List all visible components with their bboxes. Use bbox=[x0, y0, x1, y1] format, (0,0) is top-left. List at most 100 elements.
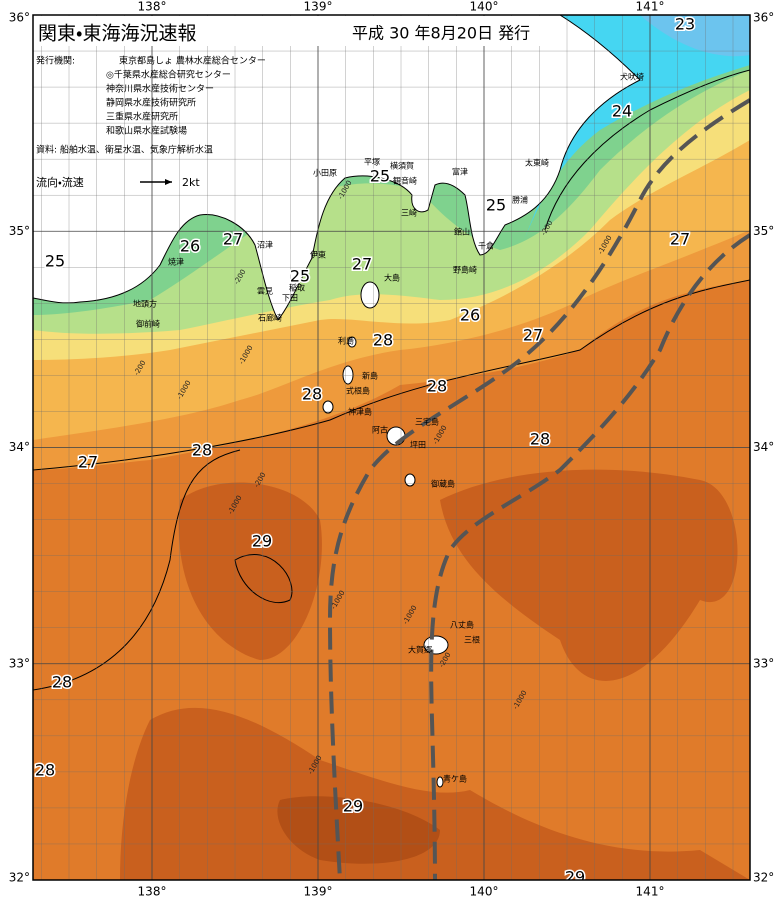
lon-tick-label: 138° bbox=[138, 0, 167, 14]
publisher: 東京都島しょ 農林水産総合センター bbox=[119, 55, 266, 67]
publisher: ◎千葉県水産総合研究センター bbox=[106, 69, 231, 81]
place-name: 御前崎 bbox=[136, 319, 160, 329]
sea-29 bbox=[440, 469, 738, 681]
current-legend-label: 流向・流速 bbox=[36, 175, 84, 189]
place-name: 三崎 bbox=[401, 208, 417, 218]
temperature-label: 28 bbox=[35, 761, 55, 780]
current-speed: 2kt bbox=[182, 176, 200, 189]
lat-tick-label: 36° bbox=[9, 11, 30, 25]
island bbox=[404, 473, 416, 487]
place-name: 地頭方 bbox=[133, 299, 157, 309]
temperature-label: 27 bbox=[523, 326, 543, 345]
place-name: 伊東 bbox=[310, 250, 326, 260]
current-arrowhead bbox=[165, 179, 172, 185]
map-labels: 23 24 25 25 25 26 27 27 25 27 26 27 28 28 28 28 28 27 29 28… bbox=[33, 15, 696, 887]
place-name: 神津島 bbox=[348, 407, 372, 417]
temperature-label: 29 bbox=[565, 868, 585, 887]
temperature-label: 25 bbox=[486, 196, 506, 215]
place-name: 平塚 bbox=[364, 158, 380, 167]
map-frame bbox=[32, 14, 751, 881]
kuroshio-line bbox=[327, 98, 750, 880]
temperature-label: 27 bbox=[670, 230, 690, 249]
island bbox=[436, 776, 444, 788]
land bbox=[33, 15, 641, 321]
header: 関東・東海海況速報 平成 30 年8月20日 発行 発行機関: 資料: 船舶水温… bbox=[34, 16, 554, 189]
place-name: 犬吠埼 bbox=[620, 72, 644, 82]
sea-23 bbox=[640, 15, 750, 57]
place-name: 雲見 bbox=[257, 287, 273, 296]
lon-tick-label: 138° bbox=[138, 885, 167, 899]
temperature-label: 27 bbox=[352, 255, 372, 274]
lon-tick-label: 141° bbox=[636, 885, 665, 899]
lat-tick-label: 34° bbox=[9, 440, 30, 454]
temperature-label: 26 bbox=[460, 306, 480, 325]
temperature-label: 28 bbox=[302, 385, 322, 404]
place-name: 御蔵島 bbox=[431, 479, 455, 489]
isotherm bbox=[33, 449, 241, 691]
temperature-label: 26 bbox=[180, 237, 200, 256]
temperature-label: 28 bbox=[373, 331, 393, 350]
publisher: 和歌山県水産試験場 bbox=[106, 125, 187, 137]
temperature-label: 24 bbox=[612, 102, 632, 121]
lat-tick-label: 33° bbox=[9, 656, 30, 670]
place-name: 三根 bbox=[464, 635, 480, 645]
place-name: 千倉 bbox=[478, 241, 494, 251]
temperature-label: 27 bbox=[223, 230, 243, 249]
publisher: 静岡県水産技術研究所 bbox=[106, 97, 196, 109]
axes: 138° 138° 139° 139° 140° 140° 141° 141° 36° 36° 35… bbox=[9, 0, 775, 899]
temperature-label: 29 bbox=[252, 532, 272, 551]
sources: 資料: 船舶水温、衛星水温、気象庁解析水温 bbox=[36, 144, 213, 156]
issue-date: 平成 30 年8月20日 発行 bbox=[352, 24, 530, 43]
place-name: 小田原 bbox=[313, 169, 337, 178]
lat-tick-label: 33° bbox=[753, 656, 774, 670]
lat-tick-label: 35° bbox=[753, 224, 774, 238]
island bbox=[360, 281, 380, 309]
grid bbox=[33, 15, 750, 880]
title: 関東・東海海況速報 bbox=[38, 23, 196, 45]
temperature-label: 25 bbox=[290, 267, 310, 286]
place-name: 大島 bbox=[384, 273, 400, 283]
place-name: 新島 bbox=[362, 371, 378, 381]
place-name: 観音崎 bbox=[393, 176, 417, 186]
temperature-label: 25 bbox=[370, 167, 390, 186]
temperature-label: 23 bbox=[675, 15, 695, 34]
temperature-label: 27 bbox=[78, 453, 98, 472]
place-name: 野島崎 bbox=[453, 265, 477, 275]
place-name: 八丈島 bbox=[450, 620, 474, 630]
temperature-label: 28 bbox=[52, 673, 72, 692]
place-name: 焼津 bbox=[168, 257, 184, 267]
publisher: 神奈川県水産技術センター bbox=[106, 83, 214, 95]
island bbox=[322, 400, 334, 414]
lat-tick-label: 32° bbox=[753, 871, 774, 885]
island bbox=[423, 635, 449, 655]
place-name: 館山 bbox=[454, 227, 470, 237]
place-name: 青ケ島 bbox=[443, 774, 467, 784]
isotherm bbox=[33, 279, 750, 471]
temperature-label: 28 bbox=[427, 377, 447, 396]
place-name: 稲取 bbox=[289, 283, 305, 293]
place-name: 大賀郷 bbox=[408, 645, 432, 655]
place-name: 下田 bbox=[282, 294, 298, 303]
lat-tick-label: 35° bbox=[9, 224, 30, 238]
lat-tick-label: 32° bbox=[9, 871, 30, 885]
place-name: 阿古 bbox=[372, 425, 388, 435]
publisher: 三重県水産研究所 bbox=[106, 111, 178, 123]
place-name: 富津 bbox=[452, 167, 468, 177]
header-box bbox=[34, 16, 554, 46]
temperature-label: 25 bbox=[45, 252, 65, 271]
lon-tick-label: 139° bbox=[304, 885, 333, 899]
place-name: 三宅島 bbox=[415, 417, 439, 427]
lon-tick-label: 140° bbox=[470, 885, 499, 899]
temperature-label: 28 bbox=[530, 430, 550, 449]
place-name: 利島 bbox=[338, 336, 354, 346]
sea-29 bbox=[178, 482, 322, 660]
lon-tick-label: 140° bbox=[470, 0, 499, 14]
map-body: 23 24 25 25 25 26 27 27 25 27 26 27 28 28 28 28 28 27 29 28… bbox=[33, 15, 750, 887]
kuroshio-line bbox=[429, 233, 750, 880]
place-name: 石廊崎 bbox=[258, 313, 282, 323]
place-name: 横須賀 bbox=[390, 161, 414, 171]
temperature-label: 28 bbox=[192, 441, 212, 460]
island bbox=[342, 365, 354, 385]
